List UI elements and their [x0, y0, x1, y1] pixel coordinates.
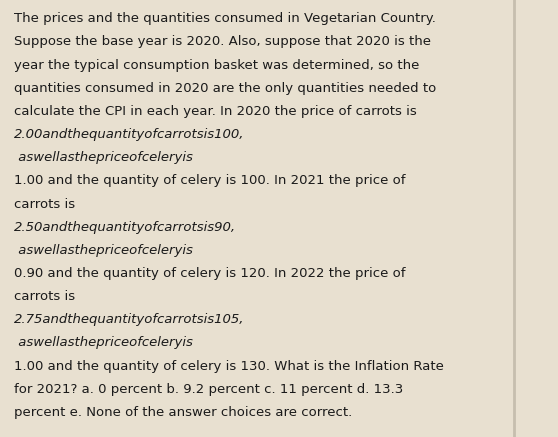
Text: Suppose the base year is 2020. Also, suppose that 2020 is the: Suppose the base year is 2020. Also, sup…	[14, 35, 431, 49]
Text: aswellasthepriceofceleryis: aswellasthepriceofceleryis	[14, 336, 193, 350]
Text: 0.90 and the quantity of celery is 120. In 2022 the price of: 0.90 and the quantity of celery is 120. …	[14, 267, 405, 280]
Text: aswellasthepriceofceleryis: aswellasthepriceofceleryis	[14, 151, 193, 164]
Text: calculate the CPI in each year. In 2020 the price of carrots is: calculate the CPI in each year. In 2020 …	[14, 105, 416, 118]
Text: quantities consumed in 2020 are the only quantities needed to: quantities consumed in 2020 are the only…	[14, 82, 436, 95]
Text: for 2021? a. 0 percent b. 9.2 percent c. 11 percent d. 13.3: for 2021? a. 0 percent b. 9.2 percent c.…	[14, 383, 403, 396]
Text: carrots is: carrots is	[14, 198, 75, 211]
Text: 2.00andthequantityofcarrotsis100,: 2.00andthequantityofcarrotsis100,	[14, 128, 244, 141]
Text: 2.75andthequantityofcarrotsis105,: 2.75andthequantityofcarrotsis105,	[14, 313, 244, 326]
Text: percent e. None of the answer choices are correct.: percent e. None of the answer choices ar…	[14, 406, 352, 419]
Text: year the typical consumption basket was determined, so the: year the typical consumption basket was …	[14, 59, 419, 72]
Text: aswellasthepriceofceleryis: aswellasthepriceofceleryis	[14, 244, 193, 257]
Text: carrots is: carrots is	[14, 290, 75, 303]
Text: 2.50andthequantityofcarrotsis90,: 2.50andthequantityofcarrotsis90,	[14, 221, 236, 234]
Text: 1.00 and the quantity of celery is 130. What is the Inflation Rate: 1.00 and the quantity of celery is 130. …	[14, 360, 444, 373]
Text: The prices and the quantities consumed in Vegetarian Country.: The prices and the quantities consumed i…	[14, 12, 436, 25]
Text: 1.00 and the quantity of celery is 100. In 2021 the price of: 1.00 and the quantity of celery is 100. …	[14, 174, 405, 187]
